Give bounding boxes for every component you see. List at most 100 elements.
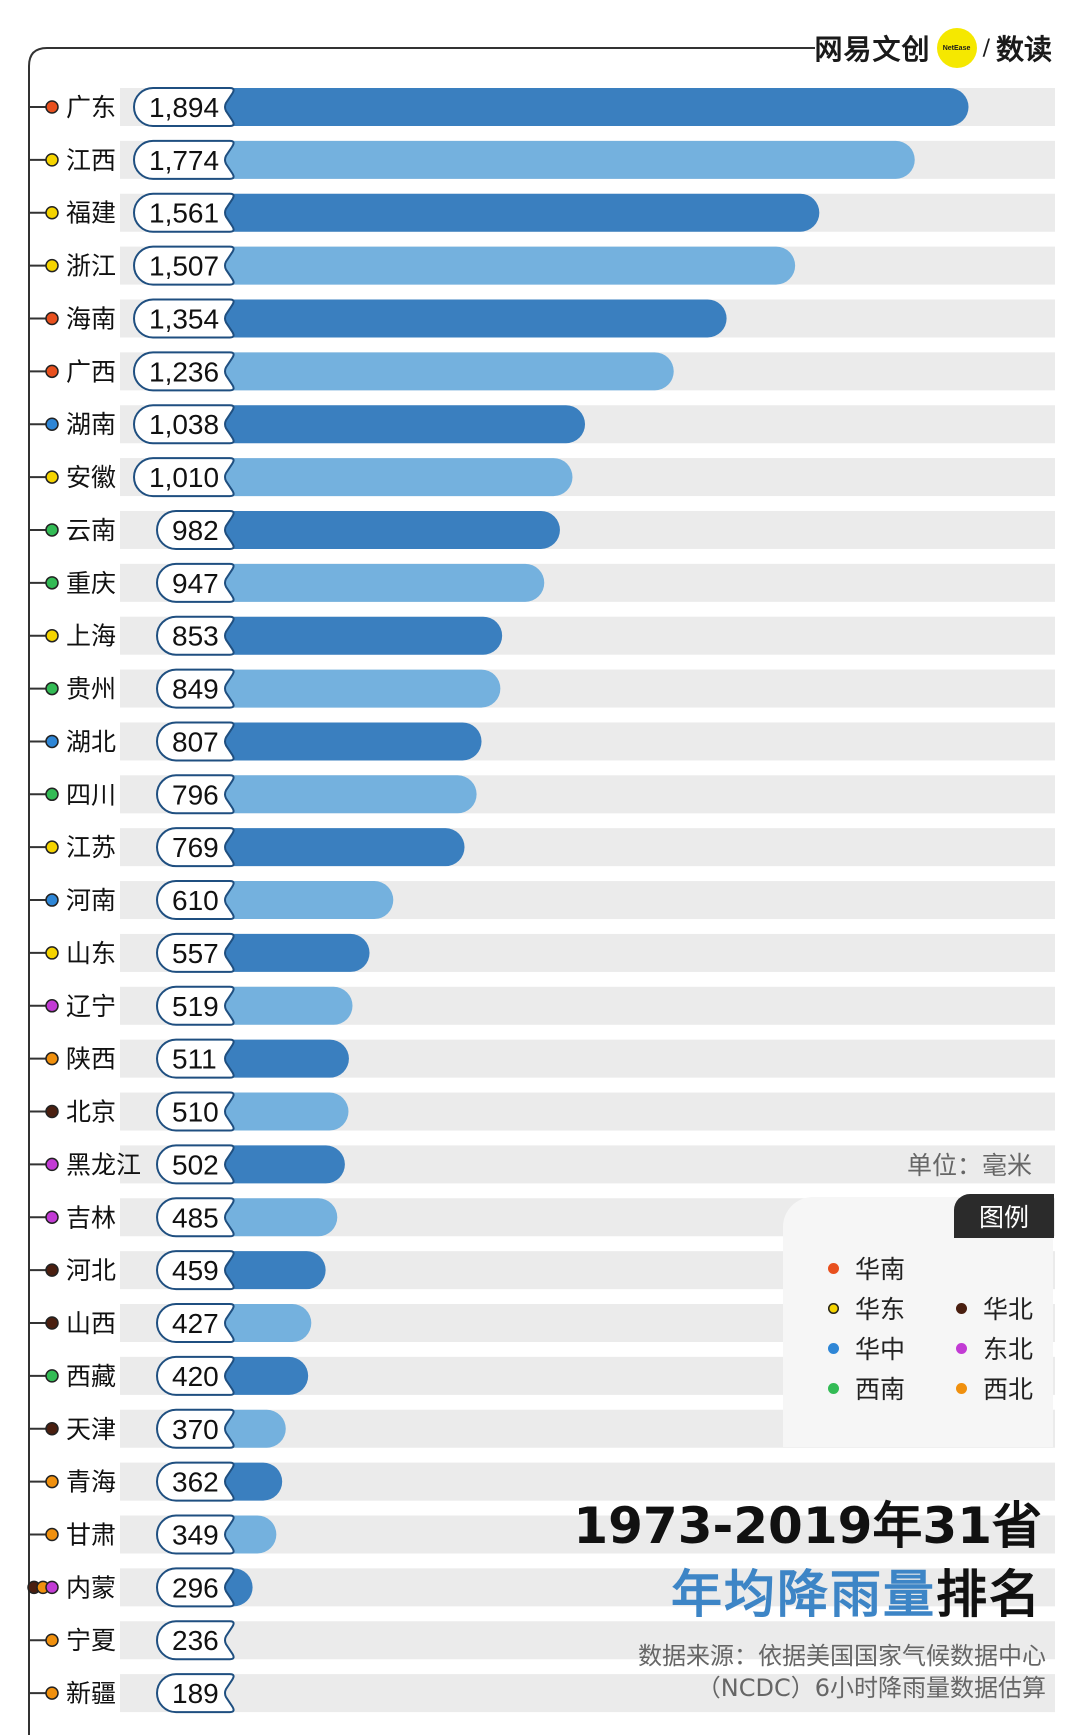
bar-value-label: 807 [172,726,219,757]
region-dot [45,523,59,537]
bar [134,88,969,126]
legend-label-huabei: 华北 [983,1295,1034,1324]
chart-title-rest: 排名 [935,1566,1042,1625]
legend-dot-huabei [956,1302,967,1314]
legend-dot-dongbei [956,1342,967,1354]
bar [157,669,501,708]
bar [134,140,915,179]
value-pill [133,245,235,286]
province-label: 新疆 [66,1679,116,1708]
region-dot [45,311,59,326]
bar-row: 796 四川 [29,774,1055,815]
region-dot [45,1474,59,1489]
bar [134,246,796,285]
bar [134,405,586,444]
value-pill [156,615,235,656]
value-pill [156,880,235,921]
province-label: 浙江 [66,252,116,281]
bar-value-label: 557 [172,938,219,969]
legend-item-dongbei: 东北 [956,1330,1033,1366]
bar [134,193,820,232]
bar-row: 510 北京 [29,1091,1055,1132]
legend-label-huanan: 华南 [855,1255,906,1284]
province-label: 黑龙江 [66,1150,141,1179]
chart-title-highlight: 年均降雨量 [670,1566,936,1625]
region-dot [45,734,59,749]
region-dot [45,1527,59,1542]
bar-row: 1,894 广东 [29,87,1055,127]
bar-value-label: 796 [172,779,219,810]
province-label: 四川 [66,780,116,809]
region-dot [45,628,59,643]
legend-item-huazhong: 华中 [828,1330,905,1366]
value-pill [156,1514,235,1555]
bar-row: 502 黑龙江 [29,1144,1055,1185]
value-pill [133,351,235,392]
province-label: 湖南 [66,410,116,439]
province-label: 广西 [66,357,116,386]
bar-row: 769 江苏 [29,827,1055,868]
province-label: 山东 [66,939,116,968]
value-pill [156,985,235,1026]
province-label: 天津 [66,1415,116,1444]
region-dot [45,840,59,854]
bar-value-label: 853 [172,621,219,652]
value-pill [156,509,235,550]
province-label: 吉林 [66,1203,116,1232]
region-dot [45,1422,59,1436]
province-label: 河北 [66,1256,116,1285]
bar-track [120,1674,1055,1713]
region-dot [45,1633,59,1647]
bar-value-label: 849 [172,674,219,705]
bar-value-label: 947 [172,568,219,599]
chart-title-line2: 年均降雨量排名 [671,1553,1042,1627]
value-pill [133,457,235,498]
bar-value-label: 349 [172,1519,219,1550]
region-dot [45,364,59,379]
province-label: 西藏 [66,1362,116,1391]
bar-row: 1,507 浙江 [29,245,1055,286]
value-pill [156,1620,235,1661]
region-dot [45,1263,59,1277]
brand-sub: 数读 [995,33,1052,66]
value-pill [133,298,235,339]
bar-value-label: 610 [172,885,219,916]
region-dot [45,1051,59,1066]
bar-row: 296 内蒙 [27,1567,1055,1608]
bar-row: 849 贵州 [29,668,1055,709]
bar-row: 947 重庆 [29,562,1055,603]
bar-row: 1,561 福建 [29,192,1055,233]
legend-item-huadong: 华东 [828,1290,905,1326]
value-pill [156,1355,235,1396]
bar-row: 1,774 江西 [29,139,1055,180]
brand-slash: / [982,35,990,61]
value-pill [156,1250,235,1291]
province-label: 甘肃 [66,1520,116,1549]
bar-value-label: 459 [172,1255,219,1286]
bar-value-label: 502 [172,1149,219,1180]
bar-value-label: 370 [172,1414,219,1445]
region-dot [45,205,59,220]
legend-item-xinan: 西南 [828,1370,905,1406]
bar-row: 610 河南 [29,880,1055,921]
bar-value-label: 236 [172,1625,219,1656]
province-label: 湖北 [66,727,116,756]
legend-dot-xinan [828,1382,839,1394]
legend-label-dongbei: 东北 [983,1335,1034,1364]
value-pill [156,1091,235,1132]
region-dot [45,153,59,167]
bar-value-label: 1,507 [149,251,219,282]
province-label: 广东 [66,93,116,122]
value-pill [133,404,235,445]
region-dot [45,999,59,1013]
bar-value-label: 511 [172,1044,217,1075]
value-pill [156,774,235,815]
region-dot [45,576,59,590]
region-dot [45,787,59,802]
legend-dot-huadong [828,1302,839,1314]
bar-value-label: 427 [172,1308,219,1339]
bar-row: 807 湖北 [29,721,1055,762]
province-label: 陕西 [66,1045,116,1074]
value-pill [156,1567,235,1608]
